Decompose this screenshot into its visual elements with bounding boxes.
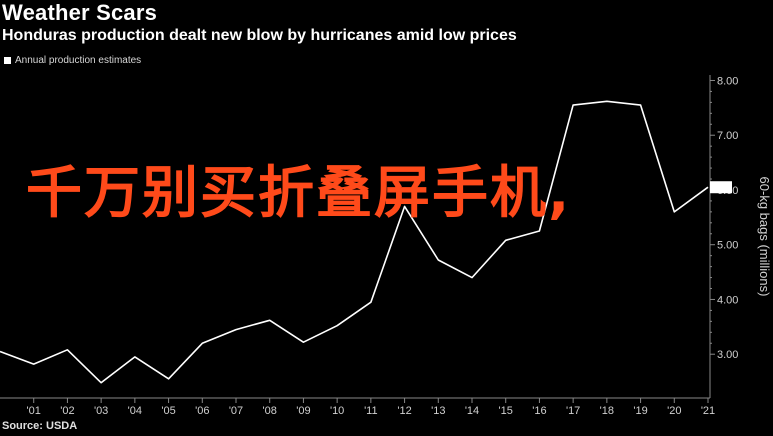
- x-tick-label: '15: [499, 405, 513, 417]
- x-tick-label: '11: [364, 405, 378, 417]
- x-tick-label: '16: [532, 405, 546, 417]
- x-tick-label: '21: [701, 405, 715, 417]
- y-tick-label: 7.00: [717, 130, 738, 142]
- last-value-marker: [710, 181, 732, 194]
- x-tick-label: '10: [330, 405, 344, 417]
- x-tick-label: '12: [397, 405, 411, 417]
- legend-swatch: [4, 57, 11, 64]
- x-tick-label: '06: [195, 405, 209, 417]
- x-tick-label: '04: [128, 405, 142, 417]
- x-tick-label: '14: [465, 405, 479, 417]
- chart-subtitle: Honduras production dealt new blow by hu…: [2, 27, 517, 44]
- legend: Annual production estimates: [4, 55, 141, 66]
- y-tick-label: 3.00: [717, 349, 738, 361]
- y-tick-label: 5.00: [717, 240, 738, 252]
- y-axis-label: 60-kg bags (millions): [757, 177, 772, 297]
- x-tick-label: '19: [633, 405, 647, 417]
- x-tick-label: '20: [667, 405, 681, 417]
- y-tick-label: 4.00: [717, 294, 738, 306]
- chart-title: Weather Scars: [2, 0, 158, 25]
- overlay-text: 千万别买折叠屏手机,: [26, 161, 572, 226]
- x-tick-label: '05: [161, 405, 175, 417]
- source-note: Source: USDA: [2, 420, 78, 432]
- x-tick-label: '13: [431, 405, 445, 417]
- x-tick-label: '02: [60, 405, 74, 417]
- x-tick-label: '08: [263, 405, 277, 417]
- x-tick-label: '09: [296, 405, 310, 417]
- legend-label: Annual production estimates: [15, 55, 142, 66]
- y-tick-label: 8.00: [717, 75, 738, 87]
- x-tick-label: '01: [27, 405, 41, 417]
- x-tick-label: '03: [94, 405, 108, 417]
- x-tick-label: '17: [566, 405, 580, 417]
- x-tick-label: '18: [600, 405, 614, 417]
- x-tick-label: '07: [229, 405, 243, 417]
- series-line: [0, 100, 709, 384]
